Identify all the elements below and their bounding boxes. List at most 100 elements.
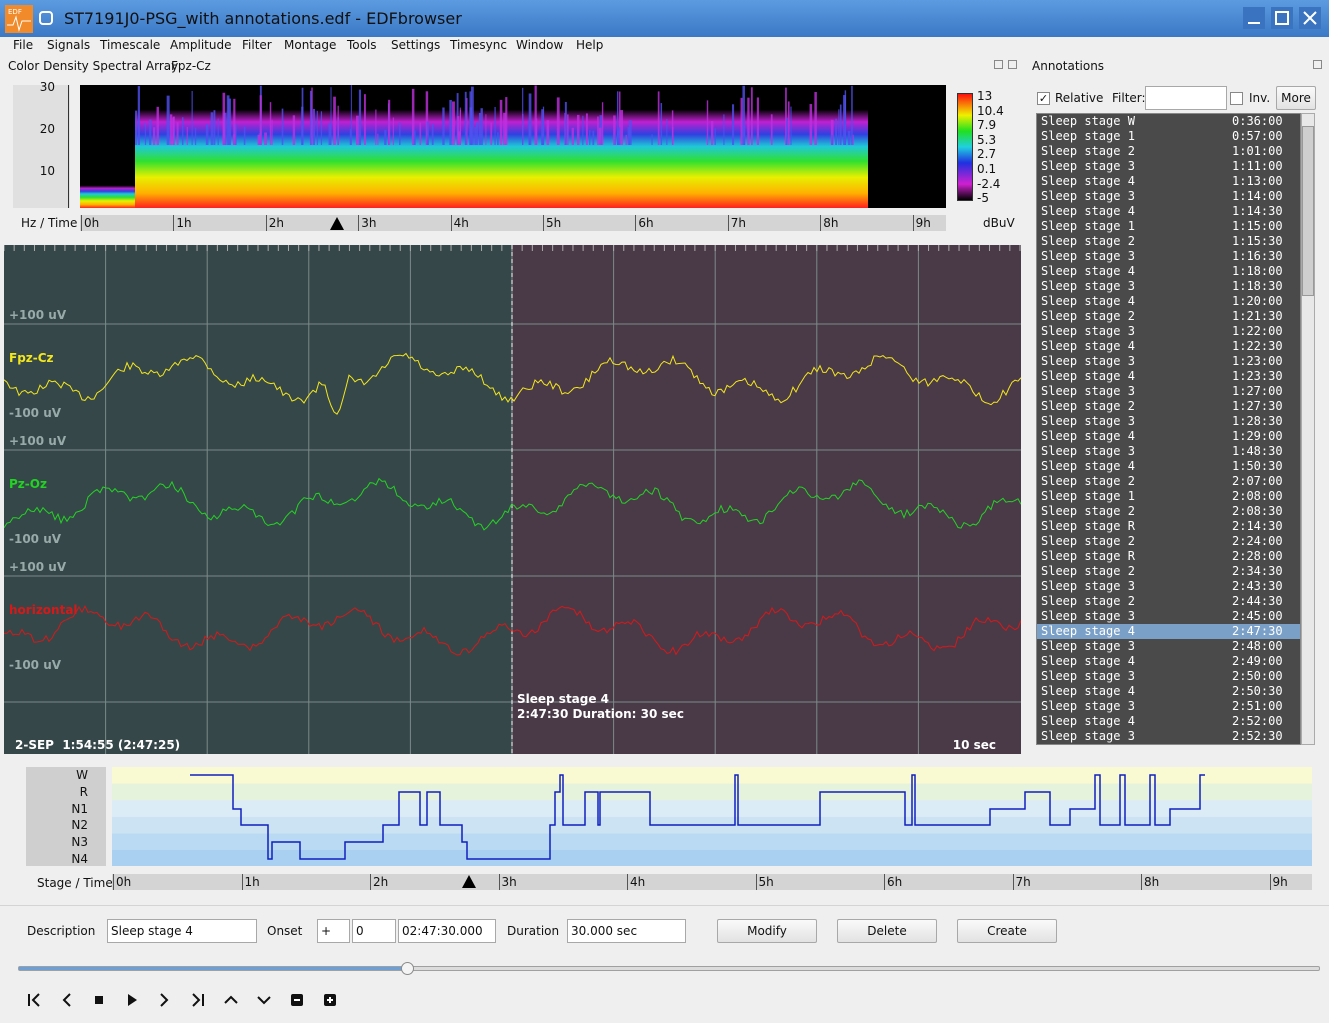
close-panel-button[interactable] (1008, 60, 1017, 69)
down-button[interactable] (257, 996, 271, 1005)
annotation-row[interactable]: Sleep stage 3 1:23:00 (1037, 354, 1300, 369)
annotation-row[interactable]: Sleep stage 2 1:27:30 (1037, 399, 1300, 414)
annotation-row[interactable]: Sleep stage 4 2:49:00 (1037, 654, 1300, 669)
close-panel-button[interactable] (1313, 60, 1322, 69)
annotation-description: Sleep stage 3 (1041, 279, 1135, 293)
amplitude-label: +100 uV (9, 560, 67, 574)
annotation-row[interactable]: Sleep stage R 2:14:30 (1037, 519, 1300, 534)
annotation-row[interactable]: Sleep stage 1 0:57:00 (1037, 129, 1300, 144)
filter-input[interactable] (1145, 86, 1227, 110)
annotation-row[interactable]: Sleep stage 2 1:15:30 (1037, 234, 1300, 249)
annotation-row[interactable]: Sleep stage 2 2:07:00 (1037, 474, 1300, 489)
colorbar (957, 93, 973, 201)
annotation-row[interactable]: Sleep stage 4 2:50:30 (1037, 684, 1300, 699)
sign-combo[interactable]: + (317, 919, 350, 943)
inv-checkbox[interactable] (1230, 92, 1243, 105)
menu-item[interactable]: Signals (47, 38, 91, 52)
annotation-onset: 2:24:00 (1232, 534, 1283, 548)
annotation-row[interactable]: Sleep stage 2 1:21:30 (1037, 309, 1300, 324)
annotation-row[interactable]: Sleep stage R 2:28:00 (1037, 549, 1300, 564)
editor-button[interactable]: Delete (837, 919, 937, 943)
annotation-row[interactable]: Sleep stage 2 2:24:00 (1037, 534, 1300, 549)
last-button[interactable] (192, 993, 204, 1007)
annotation-row[interactable]: Sleep stage 2 2:34:30 (1037, 564, 1300, 579)
annotation-row[interactable]: Sleep stage W 0:36:00 (1037, 114, 1300, 129)
float-button[interactable] (994, 60, 1003, 69)
annotation-row[interactable]: Sleep stage 2 2:08:30 (1037, 504, 1300, 519)
up-button[interactable] (224, 995, 238, 1004)
window-title: ST7191J0-PSG_with annotations.edf - EDFb… (64, 9, 462, 28)
annotation-row[interactable]: Sleep stage 3 2:48:00 (1037, 639, 1300, 654)
annotation-row[interactable]: Sleep stage 2 2:44:30 (1037, 594, 1300, 609)
annotation-row[interactable]: Sleep stage 3 1:11:00 (1037, 159, 1300, 174)
annotation-row[interactable]: Sleep stage 1 2:08:00 (1037, 489, 1300, 504)
annotation-row[interactable]: Sleep stage 4 1:13:00 (1037, 174, 1300, 189)
duration-spinbox[interactable]: 30.000 sec (567, 919, 686, 943)
annotation-onset: 2:07:00 (1232, 474, 1283, 488)
annotation-row[interactable]: Sleep stage 1 1:15:00 (1037, 219, 1300, 234)
annotation-row[interactable]: Sleep stage 2 1:01:00 (1037, 144, 1300, 159)
annotation-row[interactable]: Sleep stage 3 2:43:30 (1037, 579, 1300, 594)
annotation-description: Sleep stage 4 (1041, 429, 1135, 443)
menu-item[interactable]: Filter (242, 38, 272, 52)
annotation-onset: 2:47:30 (1232, 624, 1283, 638)
spectrogram-strip (592, 130, 595, 145)
spectrogram-strip (839, 104, 842, 145)
annotation-row[interactable]: Sleep stage 4 2:47:30 (1037, 624, 1300, 639)
menu-item[interactable]: Window (516, 38, 564, 52)
annotation-row[interactable]: Sleep stage 3 1:14:00 (1037, 189, 1300, 204)
annotation-row[interactable]: Sleep stage 4 1:29:00 (1037, 429, 1300, 444)
annotation-row[interactable]: Sleep stage 3 1:22:00 (1037, 324, 1300, 339)
menu-item[interactable]: Amplitude (170, 38, 232, 52)
annotation-row[interactable]: Sleep stage 3 1:16:30 (1037, 249, 1300, 264)
annotation-row[interactable]: Sleep stage 3 2:52:30 (1037, 729, 1300, 744)
time-tick (1269, 874, 1271, 890)
annotation-row[interactable]: Sleep stage 4 1:22:30 (1037, 339, 1300, 354)
spectrogram-strip (497, 132, 499, 145)
editor-button[interactable]: Modify (717, 919, 817, 943)
time-slider-track[interactable] (18, 966, 1320, 971)
annotation-row[interactable]: Sleep stage 4 1:20:00 (1037, 294, 1300, 309)
hypnogram (112, 767, 1312, 866)
more-button[interactable]: More (1276, 86, 1316, 110)
annotation-row[interactable]: Sleep stage 4 1:18:00 (1037, 264, 1300, 279)
annotation-row[interactable]: Sleep stage 4 1:23:30 (1037, 369, 1300, 384)
play-button[interactable] (128, 994, 137, 1006)
menu-item[interactable]: File (13, 38, 34, 52)
editor-button[interactable]: Create (957, 919, 1057, 943)
annotation-row[interactable]: Sleep stage 4 2:52:00 (1037, 714, 1300, 729)
annotation-row[interactable]: Sleep stage 3 1:48:30 (1037, 444, 1300, 459)
time-slider-handle[interactable] (401, 962, 414, 975)
annotation-row[interactable]: Sleep stage 3 2:50:00 (1037, 669, 1300, 684)
minimize-button[interactable] (1243, 7, 1265, 29)
menu-item[interactable]: Timescale (100, 38, 161, 52)
maximize-button[interactable] (1271, 7, 1293, 29)
window-menu-icon[interactable] (38, 10, 54, 26)
forward-button[interactable] (160, 993, 169, 1007)
menu-item[interactable]: Timesync (450, 38, 507, 52)
days-spinbox[interactable]: 0 (352, 919, 396, 943)
menu-item[interactable]: Settings (391, 38, 441, 52)
back-button[interactable] (62, 993, 71, 1007)
annotation-row[interactable]: Sleep stage 3 2:45:00 (1037, 609, 1300, 624)
annotation-row[interactable]: Sleep stage 3 1:18:30 (1037, 279, 1300, 294)
annotation-row[interactable]: Sleep stage 3 1:28:30 (1037, 414, 1300, 429)
annotation-row[interactable]: Sleep stage 4 1:14:30 (1037, 204, 1300, 219)
annotation-onset: 2:50:30 (1232, 684, 1283, 698)
annotation-row[interactable]: Sleep stage 4 1:50:30 (1037, 459, 1300, 474)
annotation-row[interactable]: Sleep stage 3 1:27:00 (1037, 384, 1300, 399)
first-button[interactable] (28, 993, 40, 1007)
annotation-row[interactable]: Sleep stage 3 2:51:00 (1037, 699, 1300, 714)
menu-item[interactable]: Help (576, 38, 604, 52)
zoom-out-button[interactable] (291, 994, 303, 1006)
description-input[interactable]: Sleep stage 4 (107, 919, 257, 943)
relative-checkbox[interactable]: ✓ (1037, 92, 1050, 105)
scrollbar-thumb[interactable] (1302, 126, 1314, 296)
zoom-in-button[interactable] (324, 994, 336, 1006)
menu-item[interactable]: Montage (284, 38, 337, 52)
close-button[interactable] (1299, 7, 1321, 29)
menu-item[interactable]: Tools (347, 38, 377, 52)
onset-spinbox[interactable]: 02:47:30.000 (398, 919, 496, 943)
stop-button[interactable] (95, 996, 103, 1004)
